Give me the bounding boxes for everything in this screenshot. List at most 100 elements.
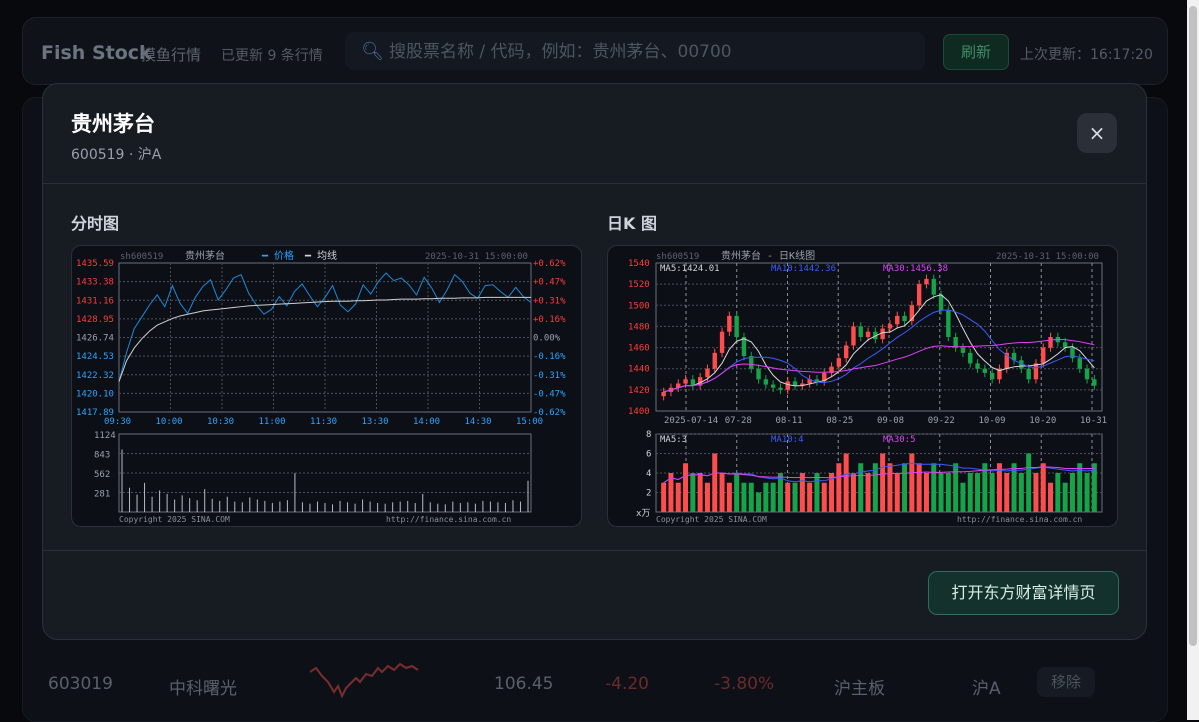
- volume-bar: [938, 473, 944, 512]
- open-eastmoney-button[interactable]: 打开东方财富详情页: [928, 571, 1119, 615]
- volume-bar: [967, 473, 973, 512]
- volume-bar: [887, 463, 893, 512]
- volume-bar: [734, 473, 740, 512]
- candle-body: [924, 278, 929, 285]
- volume-bar: [1048, 482, 1054, 512]
- pct-tick-label: 0.00%: [533, 334, 561, 344]
- remove-button[interactable]: 移除: [1037, 667, 1095, 697]
- volume-bar: [1040, 463, 1046, 512]
- candle-body: [705, 368, 710, 378]
- candle-body: [1084, 368, 1090, 380]
- top-header: Fish Stock 摸鱼行情 已更新 9 条行情 🔍︎ 刷新 上次更新：16:…: [22, 17, 1168, 85]
- x-tick-label: 15:00: [516, 417, 543, 427]
- x-tick-label: 14:30: [465, 417, 492, 427]
- chart-timestamp: 2025-10-31 15:00:00: [996, 252, 1099, 262]
- y-tick-label: 1422.32: [76, 371, 114, 381]
- volume-bar: [814, 473, 820, 512]
- candle-body: [946, 310, 951, 337]
- row-change-pct: -3.80%: [714, 674, 775, 694]
- pct-tick-label: +0.47%: [533, 278, 566, 288]
- volume-bar: [683, 463, 689, 512]
- ma5-line: [663, 294, 1095, 393]
- search-box[interactable]: 🔍︎: [345, 32, 925, 70]
- candle-body: [887, 324, 893, 329]
- candle-body: [683, 379, 688, 384]
- volume-bar: [821, 482, 827, 512]
- volume-bar: [807, 482, 813, 512]
- modal-meta: 600519 · 沪A: [71, 147, 162, 163]
- volume-tick-label: 1124: [94, 431, 116, 441]
- modal-title: 贵州茅台: [71, 112, 155, 136]
- search-input[interactable]: [387, 38, 911, 66]
- scrollbar-thumb[interactable]: [1189, 6, 1197, 646]
- ma5-label: MA5:1424.01: [660, 264, 720, 274]
- intraday-chart: sh600519 贵州茅台 ━ 价格 ━ 均线 2025-10-31 15:00:00 1…: [71, 245, 582, 527]
- candle-body: [829, 366, 834, 373]
- volume-bar: [931, 463, 937, 512]
- y-tick-label: 1420: [628, 386, 650, 396]
- x-tick-label: 09-08: [877, 416, 904, 426]
- x-tick-label: 09-22: [928, 416, 955, 426]
- chart-code-label: sh600519: [120, 252, 163, 262]
- vol-ma10-label: MA10:4: [771, 435, 804, 445]
- volume-tick-label: 562: [94, 470, 110, 480]
- candle-body: [822, 372, 827, 382]
- volume-bar: [712, 453, 718, 512]
- row-price: 106.45: [494, 674, 554, 694]
- candle-body: [727, 315, 732, 332]
- volume-tick-label: 8: [646, 430, 651, 440]
- volume-bar: [756, 492, 762, 512]
- volume-bar: [690, 473, 696, 512]
- x-tick-label: 2025-07-14: [664, 416, 718, 426]
- volume-bar: [704, 482, 710, 512]
- volume-bar: [741, 482, 747, 512]
- x-tick-label: 08-25: [826, 416, 853, 426]
- page-scrollbar[interactable]: [1187, 0, 1199, 720]
- candle-body: [741, 337, 747, 357]
- candle-body: [902, 315, 907, 322]
- candle-body: [1092, 379, 1097, 386]
- volume-tick-label: 4: [646, 469, 651, 479]
- daily-title: 日K 图: [607, 214, 657, 233]
- volume-tick-label: 281: [94, 490, 110, 500]
- volume-bar: [909, 453, 915, 512]
- y-tick-label: 1420.10: [76, 389, 114, 399]
- candle-body: [807, 379, 812, 384]
- volume-bar: [726, 482, 732, 512]
- close-button[interactable]: ×: [1077, 113, 1117, 153]
- x-tick-label: 11:00: [259, 417, 286, 427]
- y-tick-label: 1426.74: [76, 334, 114, 344]
- avg-line: [118, 296, 531, 382]
- volume-bar: [996, 463, 1002, 512]
- table-row[interactable]: 603019 中科曙光 106.45 -4.20 -3.80% 沪主板 沪A 移…: [22, 640, 1166, 720]
- y-tick-label: 1433.38: [76, 278, 114, 288]
- volume-bar: [1026, 453, 1032, 512]
- volume-bar: [872, 463, 878, 512]
- intraday-chart-svg: sh600519 贵州茅台 ━ 价格 ━ 均线 2025-10-31 15:00:00 1…: [76, 249, 566, 524]
- volume-bar: [668, 473, 674, 512]
- ma10-label: MA10:1442.36: [771, 264, 836, 274]
- last-update-time: 上次更新：16:17:20: [1020, 47, 1153, 63]
- source-text: http://finance.sina.com.cn: [386, 515, 511, 524]
- y-tick-label: 1480: [628, 322, 650, 332]
- intraday-title: 分时图: [71, 214, 120, 233]
- chart-title: 贵州茅台: [185, 249, 225, 262]
- volume-bar: [1055, 473, 1061, 512]
- stock-detail-modal: 贵州茅台 600519 · 沪A × 分时图 日K 图 sh600519 贵州茅台…: [42, 83, 1147, 640]
- price-line: [118, 272, 532, 382]
- volume-bar: [843, 453, 849, 512]
- footer-divider: [43, 550, 1146, 551]
- volume-bar: [1091, 463, 1097, 512]
- volume-bar: [829, 473, 835, 512]
- volume-bar: [763, 482, 769, 512]
- candle-body: [953, 337, 958, 348]
- row-change: -4.20: [605, 674, 649, 694]
- volume-bar: [850, 473, 856, 512]
- refresh-button[interactable]: 刷新: [943, 34, 1009, 70]
- candle-body: [800, 383, 805, 386]
- ma30-line: [663, 339, 1095, 393]
- volume-tick-label: 2: [646, 489, 651, 499]
- volume-bar: [975, 473, 981, 512]
- volume-bar: [748, 482, 754, 512]
- candle-body: [1033, 363, 1039, 380]
